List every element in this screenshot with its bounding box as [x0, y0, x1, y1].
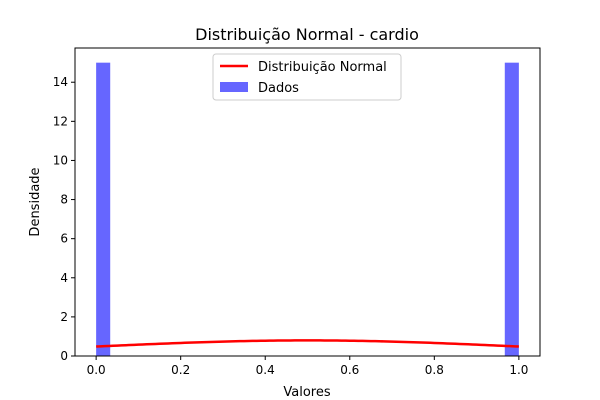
y-tick-label: 6: [60, 232, 68, 246]
plot-frame: [74, 47, 541, 357]
x-axis-label: Valores: [283, 385, 330, 400]
y-tick-label: 10: [53, 153, 68, 167]
histogram-bar-0: [96, 62, 111, 357]
x-tick-label: 0.8: [425, 363, 444, 377]
normal-distribution-curve: [96, 339, 519, 348]
y-axis-label: Densidade: [28, 167, 43, 236]
x-tick-label: 0.2: [171, 363, 190, 377]
x-tick-label: 1.0: [509, 363, 528, 377]
chart-title: Distribuição Normal - cardio: [195, 25, 419, 44]
y-tick-label: 4: [60, 271, 68, 285]
x-axis-ticks: 0.0 0.2 0.4 0.6 0.8 1.0: [87, 356, 528, 377]
legend-box: [212, 53, 402, 101]
histogram-bar-1: [504, 62, 519, 357]
y-tick-label: 12: [53, 114, 68, 128]
legend: Distribuição Normal Dados: [212, 53, 402, 101]
x-tick-label: 0.4: [256, 363, 275, 377]
y-tick-label: 0: [60, 349, 68, 363]
legend-label-normal: Distribuição Normal: [258, 60, 387, 75]
y-axis-ticks: 0 2 4 6 8 10 12 14: [53, 75, 75, 363]
legend-label-data: Dados: [258, 81, 299, 96]
histogram-bars: [96, 62, 519, 357]
y-tick-label: 8: [60, 193, 68, 207]
x-tick-label: 0.0: [87, 363, 106, 377]
y-tick-label: 2: [60, 310, 68, 324]
legend-bar-swatch: [220, 82, 248, 92]
y-tick-label: 14: [53, 75, 68, 89]
x-tick-label: 0.6: [340, 363, 359, 377]
